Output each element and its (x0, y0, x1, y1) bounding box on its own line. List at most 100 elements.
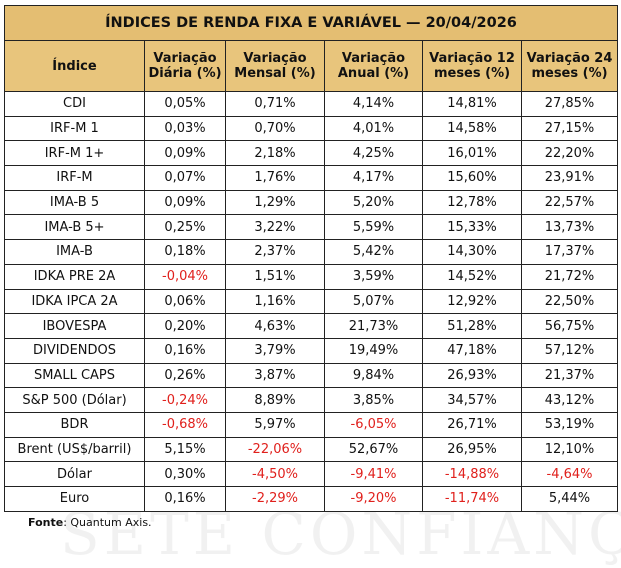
table-row: CDI 0,05% 0,71% 4,14% 14,81% 27,85% (4, 91, 619, 117)
variation-cell: 21,37% (520, 362, 619, 389)
variation-cell: 14,52% (422, 263, 522, 290)
variation-cell: 3,59% (324, 263, 423, 290)
index-name: IBOVESPA (4, 313, 145, 339)
source-note: Fonte: Quantum Axis. (28, 516, 152, 529)
variation-cell: -11,74% (422, 486, 522, 512)
variation-cell: 12,78% (422, 189, 522, 216)
variation-cell: 15,60% (422, 165, 522, 191)
variation-cell: 1,16% (225, 288, 325, 315)
variation-cell: 15,33% (422, 214, 522, 241)
table-row: IDKA IPCA 2A 0,06% 1,16% 5,07% 12,92% 22,50% (4, 288, 619, 315)
table-row: IRF-M 1+ 0,09% 2,18% 4,25% 16,01% 22,20% (4, 140, 619, 167)
table-row: IMA-B 5+ 0,25% 3,22% 5,59% 15,33% 13,73% (4, 214, 619, 241)
variation-cell: 0,16% (144, 486, 226, 512)
variation-cell: 0,03% (144, 115, 226, 142)
index-name: IRF-M 1+ (4, 140, 145, 167)
variation-cell: -14,88% (422, 461, 522, 487)
variation-cell: 4,14% (324, 91, 423, 117)
source-label: Fonte (28, 516, 64, 529)
variation-cell: -6,05% (324, 411, 423, 438)
variation-cell: 4,17% (324, 165, 423, 191)
table-row: BDR -0,68% 5,97% -6,05% 26,71% 53,19% (4, 411, 619, 438)
index-name: Brent (US$/barril) (4, 436, 145, 463)
variation-cell: 1,76% (225, 165, 325, 191)
index-name: IMA-B (4, 239, 145, 265)
table-row: DIVIDENDOS 0,16% 3,79% 19,49% 47,18% 57,12% (4, 337, 619, 364)
column-header: Variação 12 meses (%) (422, 40, 522, 92)
variation-cell: 5,07% (324, 288, 423, 315)
variation-cell: 8,89% (225, 387, 325, 413)
table-row: IBOVESPA 0,20% 4,63% 21,73% 51,28% 56,75% (4, 313, 619, 339)
variation-cell: -0,24% (144, 387, 226, 413)
index-name: BDR (4, 411, 145, 438)
variation-cell: 14,30% (422, 239, 522, 265)
variation-cell: 14,81% (422, 91, 522, 117)
table-row: S&P 500 (Dólar) -0,24% 8,89% 3,85% 34,57% 43,… (4, 387, 619, 413)
variation-cell: 22,57% (520, 189, 619, 216)
variation-cell: 3,87% (225, 362, 325, 389)
index-name: S&P 500 (Dólar) (4, 387, 145, 413)
page: Índices {"title": "ÍNDICES DE RENDA FIXA… (3, 5, 621, 568)
index-name: Euro (4, 486, 145, 512)
variation-cell: 56,75% (520, 313, 619, 339)
page-body: SETE CONFIANÇA ÍNDICES DE RENDA FIXA E V… (3, 5, 621, 568)
index-name: IMA-B 5 (4, 189, 145, 216)
variation-cell: 0,70% (225, 115, 325, 142)
variation-cell: -9,41% (324, 461, 423, 487)
source-text: : Quantum Axis. (63, 516, 152, 529)
index-name: IRF-M 1 (4, 115, 145, 142)
variation-cell: 26,71% (422, 411, 522, 438)
variation-cell: 0,09% (144, 140, 226, 167)
variation-cell: -4,50% (225, 461, 325, 487)
variation-cell: 5,59% (324, 214, 423, 241)
variation-cell: -22,06% (225, 436, 325, 463)
table-row: Euro 0,16% -2,29% -9,20% -11,74% 5,44% (4, 486, 619, 512)
variation-cell: 16,01% (422, 140, 522, 167)
variation-cell: 0,25% (144, 214, 226, 241)
variation-cell: 26,95% (422, 436, 522, 463)
variation-cell: 0,05% (144, 91, 226, 117)
variation-cell: 0,18% (144, 239, 226, 265)
variation-cell: 12,92% (422, 288, 522, 315)
index-name: IDKA IPCA 2A (4, 288, 145, 315)
variation-cell: 0,71% (225, 91, 325, 117)
variation-cell: 1,51% (225, 263, 325, 290)
variation-cell: 5,44% (520, 486, 619, 512)
table-row: Dólar 0,30% -4,50% -9,41% -14,88% -4,64% (4, 461, 619, 487)
variation-cell: 5,15% (144, 436, 226, 463)
column-header: Variação Anual (%) (324, 40, 423, 92)
table-row: IMA-B 0,18% 2,37% 5,42% 14,30% 17,37% (4, 239, 619, 265)
variation-cell: 4,01% (324, 115, 423, 142)
variation-cell: 26,93% (422, 362, 522, 389)
index-name: SMALL CAPS (4, 362, 145, 389)
variation-cell: 53,19% (520, 411, 619, 438)
variation-cell: 0,20% (144, 313, 226, 339)
variation-cell: 0,16% (144, 337, 226, 364)
variation-cell: -0,04% (144, 263, 226, 290)
variation-cell: 52,67% (324, 436, 423, 463)
variation-cell: 2,37% (225, 239, 325, 265)
variation-cell: 4,63% (225, 313, 325, 339)
table-title: ÍNDICES DE RENDA FIXA E VARIÁVEL — 20/04… (3, 5, 619, 41)
variation-cell: 51,28% (422, 313, 522, 339)
variation-cell: 21,72% (520, 263, 619, 290)
variation-cell: -4,64% (520, 461, 619, 487)
table-row: SMALL CAPS 0,26% 3,87% 9,84% 26,93% 21,37% (4, 362, 619, 389)
column-header: Variação 24 meses (%) (520, 40, 619, 92)
variation-cell: 2,18% (225, 140, 325, 167)
table-row: IRF-M 1 0,03% 0,70% 4,01% 14,58% 27,15% (4, 115, 619, 142)
index-name: IDKA PRE 2A (4, 263, 145, 290)
variation-cell: 3,79% (225, 337, 325, 364)
index-name: IRF-M (4, 165, 145, 191)
variation-cell: 0,07% (144, 165, 226, 191)
variation-cell: -9,20% (324, 486, 423, 512)
variation-cell: 21,73% (324, 313, 423, 339)
table-row: Brent (US$/barril) 5,15% -22,06% 52,67% 26,9… (4, 436, 619, 463)
variation-cell: 22,50% (520, 288, 619, 315)
variation-cell: 43,12% (520, 387, 619, 413)
variation-cell: 5,20% (324, 189, 423, 216)
table-row: IDKA PRE 2A -0,04% 1,51% 3,59% 14,52% 21,72% (4, 263, 619, 290)
variation-cell: -0,68% (144, 411, 226, 438)
variation-cell: 3,85% (324, 387, 423, 413)
variation-cell: 0,06% (144, 288, 226, 315)
